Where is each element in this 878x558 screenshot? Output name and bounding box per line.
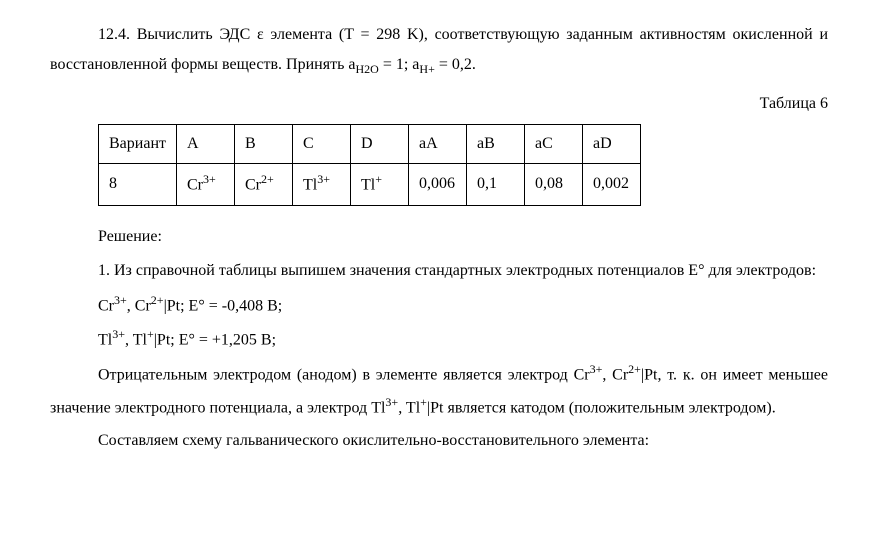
electrode-line-1: Cr3+, Cr2+|Pt; E° = -0,408 В; bbox=[98, 289, 828, 322]
cell-c-sup: 3+ bbox=[317, 172, 330, 186]
cell-ad: 0,002 bbox=[583, 164, 641, 206]
cell-ab: 0,1 bbox=[467, 164, 525, 206]
p2-d: , Tl bbox=[398, 399, 420, 416]
l1-s2: 2+ bbox=[151, 293, 164, 307]
p2-s1: 3+ bbox=[590, 362, 603, 376]
table-label: Таблица 6 bbox=[50, 89, 828, 119]
header-aa: aA bbox=[409, 124, 467, 163]
header-ac: aC bbox=[525, 124, 583, 163]
l2-a: Tl bbox=[98, 332, 112, 349]
p2-s4: + bbox=[420, 395, 427, 409]
cell-c-base: Tl bbox=[303, 176, 317, 193]
solution-step1: 1. Из справочной таблицы выпишем значени… bbox=[50, 256, 828, 286]
cell-ac: 0,08 bbox=[525, 164, 583, 206]
cell-c: Tl3+ bbox=[293, 164, 351, 206]
header-variant: Вариант bbox=[99, 124, 177, 163]
problem-text-3: = 0,2. bbox=[435, 56, 476, 73]
problem-statement: 12.4. Вычислить ЭДС ε элемента (T = 298 … bbox=[50, 20, 828, 81]
cell-aa: 0,006 bbox=[409, 164, 467, 206]
problem-number: 12.4. bbox=[98, 26, 130, 43]
solution-para-2: Отрицательным электродом (анодом) в элем… bbox=[50, 358, 828, 423]
l2-s1: 3+ bbox=[112, 327, 125, 341]
solution-title: Решение: bbox=[50, 222, 828, 252]
cell-b: Cr2+ bbox=[235, 164, 293, 206]
cell-b-sup: 2+ bbox=[261, 172, 274, 186]
table-data-row: 8 Cr3+ Cr2+ Tl3+ Tl+ 0,006 0,1 0,08 0,00… bbox=[99, 164, 641, 206]
p2-s2: 2+ bbox=[628, 362, 641, 376]
subscript-hplus: H+ bbox=[419, 63, 434, 77]
cell-d-sup: + bbox=[375, 172, 382, 186]
l2-s2: + bbox=[147, 327, 154, 341]
problem-text-2: = 1; a bbox=[379, 56, 420, 73]
header-ad: aD bbox=[583, 124, 641, 163]
cell-variant: 8 bbox=[99, 164, 177, 206]
l2-c: |Pt; E° = +1,205 В; bbox=[154, 332, 276, 349]
header-ab: aB bbox=[467, 124, 525, 163]
l2-b: , Tl bbox=[125, 332, 147, 349]
header-d: D bbox=[351, 124, 409, 163]
p2-s3: 3+ bbox=[385, 395, 398, 409]
l1-s1: 3+ bbox=[114, 293, 127, 307]
p2-e: |Pt является катодом (положительным элек… bbox=[427, 399, 776, 416]
cell-a: Cr3+ bbox=[177, 164, 235, 206]
l1-c: |Pt; E° = -0,408 В; bbox=[164, 297, 283, 314]
solution-para-3: Составляем схему гальванического окислит… bbox=[50, 426, 828, 456]
header-a: A bbox=[177, 124, 235, 163]
p2-b: , Cr bbox=[602, 366, 628, 383]
table-header-row: Вариант A B C D aA aB aC aD bbox=[99, 124, 641, 163]
cell-a-base: Cr bbox=[187, 176, 203, 193]
p2-a: Отрицательным электродом (анодом) в элем… bbox=[98, 366, 590, 383]
cell-d: Tl+ bbox=[351, 164, 409, 206]
electrode-line-2: Tl3+, Tl+|Pt; E° = +1,205 В; bbox=[98, 323, 828, 356]
header-b: B bbox=[235, 124, 293, 163]
l1-a: Cr bbox=[98, 297, 114, 314]
data-table: Вариант A B C D aA aB aC aD 8 Cr3+ Cr2+ … bbox=[98, 124, 641, 206]
cell-d-base: Tl bbox=[361, 176, 375, 193]
l1-b: , Cr bbox=[127, 297, 151, 314]
header-c: C bbox=[293, 124, 351, 163]
cell-a-sup: 3+ bbox=[203, 172, 216, 186]
cell-b-base: Cr bbox=[245, 176, 261, 193]
subscript-h2o: H2O bbox=[355, 63, 378, 77]
